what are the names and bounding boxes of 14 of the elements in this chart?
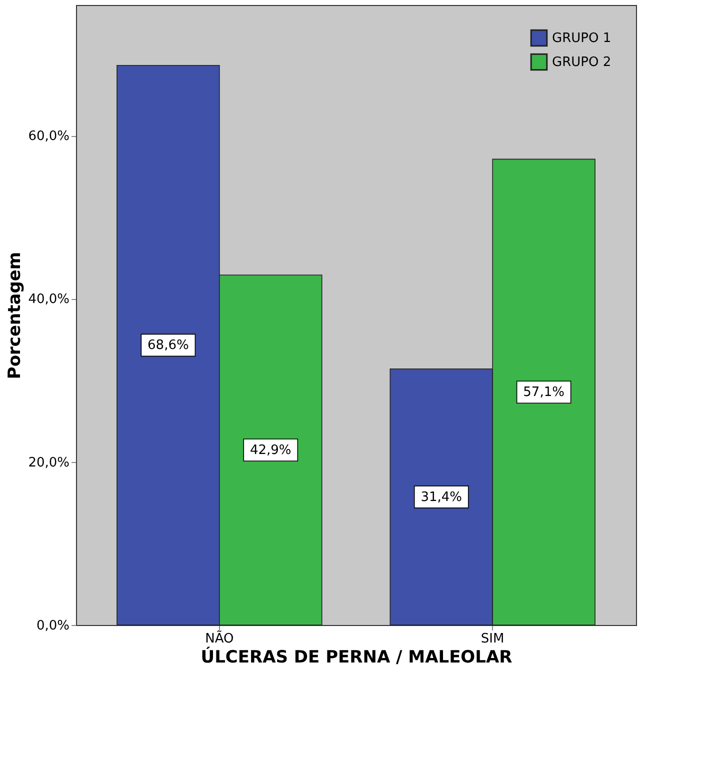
y-tick-label: 40,0% (28, 292, 70, 308)
y-tick-label: 60,0% (28, 129, 70, 144)
x-axis-title: ÚLCERAS DE PERNA / MALEOLAR (200, 646, 512, 668)
y-tick-label: 20,0% (28, 455, 70, 470)
text: 68,6% (148, 338, 189, 354)
x-tick-label: SIM (480, 632, 504, 646)
legend-label: GRUPO 1 (552, 31, 612, 46)
legend-label: GRUPO 2 (552, 55, 612, 70)
y-axis-title: Porcentagem (5, 252, 26, 380)
y-tick-label: 0,0% (36, 618, 70, 634)
text: 57,1% (523, 385, 564, 400)
text: 42,9% (250, 443, 292, 458)
x-tick-label: NÃO (205, 630, 234, 646)
text: 31,4% (420, 490, 462, 505)
